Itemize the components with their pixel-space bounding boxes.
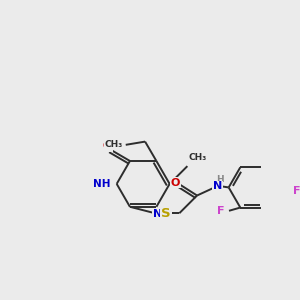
Text: CH₃: CH₃: [189, 153, 207, 162]
Text: CH₃: CH₃: [105, 140, 123, 149]
Text: NH: NH: [93, 179, 111, 189]
Text: N: N: [213, 182, 222, 191]
Text: F: F: [217, 206, 224, 216]
Text: F: F: [293, 186, 300, 196]
Text: N: N: [153, 209, 163, 219]
Text: H: H: [216, 175, 224, 184]
Text: S: S: [161, 207, 170, 220]
Text: O: O: [171, 178, 180, 188]
Text: O: O: [103, 141, 112, 152]
